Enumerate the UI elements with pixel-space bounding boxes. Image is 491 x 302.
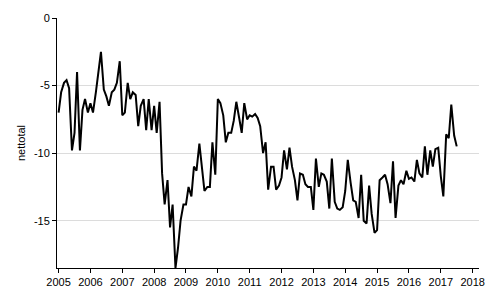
svg-text:2017: 2017 [429,276,453,288]
svg-text:2009: 2009 [174,276,198,288]
svg-text:2012: 2012 [269,276,293,288]
svg-text:2006: 2006 [78,276,102,288]
svg-text:-10: -10 [34,147,50,159]
svg-text:2008: 2008 [142,276,166,288]
svg-text:-15: -15 [34,215,50,227]
svg-text:0: 0 [44,12,50,24]
svg-text:2015: 2015 [365,276,389,288]
svg-text:nettotal: nettotal [15,125,27,161]
svg-text:2011: 2011 [238,276,262,288]
svg-text:2014: 2014 [333,276,357,288]
svg-text:2005: 2005 [46,276,70,288]
svg-text:2016: 2016 [397,276,421,288]
svg-text:2013: 2013 [301,276,325,288]
svg-text:2007: 2007 [110,276,134,288]
svg-text:2018: 2018 [460,276,484,288]
svg-text:-5: -5 [40,79,50,91]
svg-text:2010: 2010 [206,276,230,288]
